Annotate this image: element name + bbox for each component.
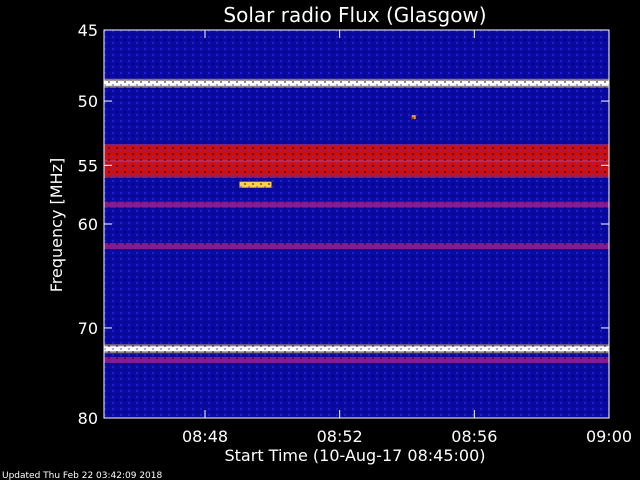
noise-texture	[104, 30, 609, 418]
chart-title: Solar radio Flux (Glasgow)	[223, 3, 486, 27]
y-tick-label: 45	[78, 21, 98, 40]
y-axis: 45 50 55 60 70 80	[78, 21, 609, 428]
x-axis: 08:48 08:52 08:56 09:00	[182, 30, 632, 446]
y-axis-title: Frequency [MHz]	[47, 158, 66, 292]
updated-timestamp: Updated Thu Feb 22 03:42:09 2018	[2, 471, 163, 480]
y-tick-label: 60	[78, 215, 98, 234]
x-tick-label: 08:48	[182, 427, 228, 446]
y-tick-label: 55	[78, 156, 98, 175]
y-tick-label: 80	[78, 409, 98, 428]
plot-area	[103, 29, 610, 419]
x-axis-title: Start Time (10-Aug-17 08:45:00)	[225, 446, 486, 465]
x-tick-label: 08:52	[317, 427, 363, 446]
x-tick-label: 09:00	[586, 427, 632, 446]
x-tick-label: 08:56	[451, 427, 497, 446]
y-tick-label: 70	[78, 319, 98, 338]
y-tick-label: 50	[78, 92, 98, 111]
